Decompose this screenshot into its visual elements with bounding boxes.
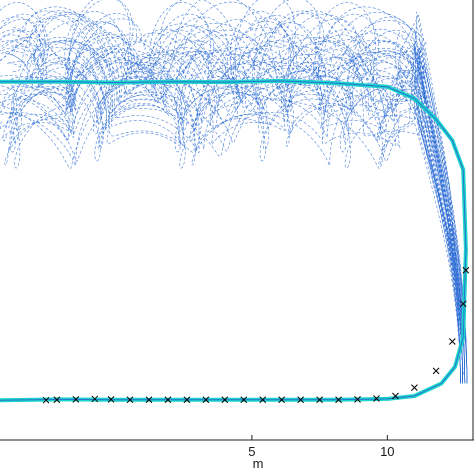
reference-marker xyxy=(240,396,248,404)
reference-marker xyxy=(42,396,50,404)
x-tick-label: 10 xyxy=(380,444,394,459)
particle-trajectory xyxy=(0,49,461,384)
particle-trajectory xyxy=(0,22,464,376)
particle-trajectory xyxy=(0,1,461,384)
particle-trajectory xyxy=(0,28,461,384)
reference-marker xyxy=(462,266,470,274)
particle-trajectory xyxy=(0,50,461,384)
reference-marker xyxy=(259,396,267,404)
particle-trajectory xyxy=(0,47,463,384)
reference-markers xyxy=(42,266,470,404)
reference-marker xyxy=(91,395,99,403)
reference-marker xyxy=(72,395,80,403)
reference-marker xyxy=(459,300,467,308)
reference-marker xyxy=(448,338,456,345)
reference-marker xyxy=(316,396,323,404)
reference-marker xyxy=(278,396,286,404)
x-ticks: 5 10 xyxy=(248,435,395,459)
particle-trajectory xyxy=(0,16,466,384)
particle-trajectory xyxy=(0,51,463,384)
particle-trajectory xyxy=(10,6,463,384)
particle-trajectory xyxy=(2,52,466,384)
particle-trajectory xyxy=(13,10,466,384)
particle-trajectory xyxy=(0,29,466,384)
particle-trajectory xyxy=(0,39,463,384)
reference-marker xyxy=(53,396,61,404)
reference-marker xyxy=(221,396,229,404)
reference-marker xyxy=(145,396,153,404)
particle-trajectory xyxy=(11,31,461,384)
reference-marker xyxy=(335,396,342,404)
reference-marker xyxy=(183,396,191,404)
particle-trajectory xyxy=(9,45,468,384)
particle-trajectory xyxy=(12,0,466,384)
estimated-path-core xyxy=(0,80,467,401)
particle-trajectory xyxy=(13,20,463,384)
particle-trajectory xyxy=(8,13,463,384)
reference-marker xyxy=(411,384,418,391)
particle-trajectory xyxy=(7,13,466,384)
particle-trajectory xyxy=(11,47,466,384)
reference-marker xyxy=(432,367,440,375)
particle-trajectory xyxy=(13,48,468,384)
particle-trajectory xyxy=(12,36,461,384)
particle-trajectory xyxy=(0,40,463,384)
reference-marker xyxy=(354,395,361,403)
particle-trajectory xyxy=(0,17,468,384)
estimated-path xyxy=(0,78,468,403)
x-axis-label: m xyxy=(253,456,264,471)
particle-trajectory xyxy=(0,40,461,384)
particle-trajectory xyxy=(12,11,463,384)
particle-trajectory xyxy=(0,2,468,384)
particle-trajectory xyxy=(9,41,461,384)
reference-marker xyxy=(392,392,399,400)
particle-trajectory xyxy=(0,0,463,384)
particle-trajectory xyxy=(0,13,468,384)
particle-trajectory xyxy=(0,18,461,384)
particle-trajectories xyxy=(0,0,468,384)
particle-trajectory xyxy=(0,37,466,384)
reference-marker xyxy=(164,396,172,404)
estimated-path-line xyxy=(0,78,468,403)
reference-marker xyxy=(297,396,305,404)
particle-trajectory xyxy=(0,0,461,384)
particle-trajectory xyxy=(0,15,468,384)
reference-marker xyxy=(126,396,134,404)
x-tick-label: 5 xyxy=(248,444,255,459)
particle-trajectory xyxy=(10,10,466,384)
particle-trajectory xyxy=(0,30,466,384)
reference-marker xyxy=(202,396,210,404)
reference-marker xyxy=(107,395,115,403)
reference-marker xyxy=(373,395,380,402)
axes xyxy=(0,0,474,441)
